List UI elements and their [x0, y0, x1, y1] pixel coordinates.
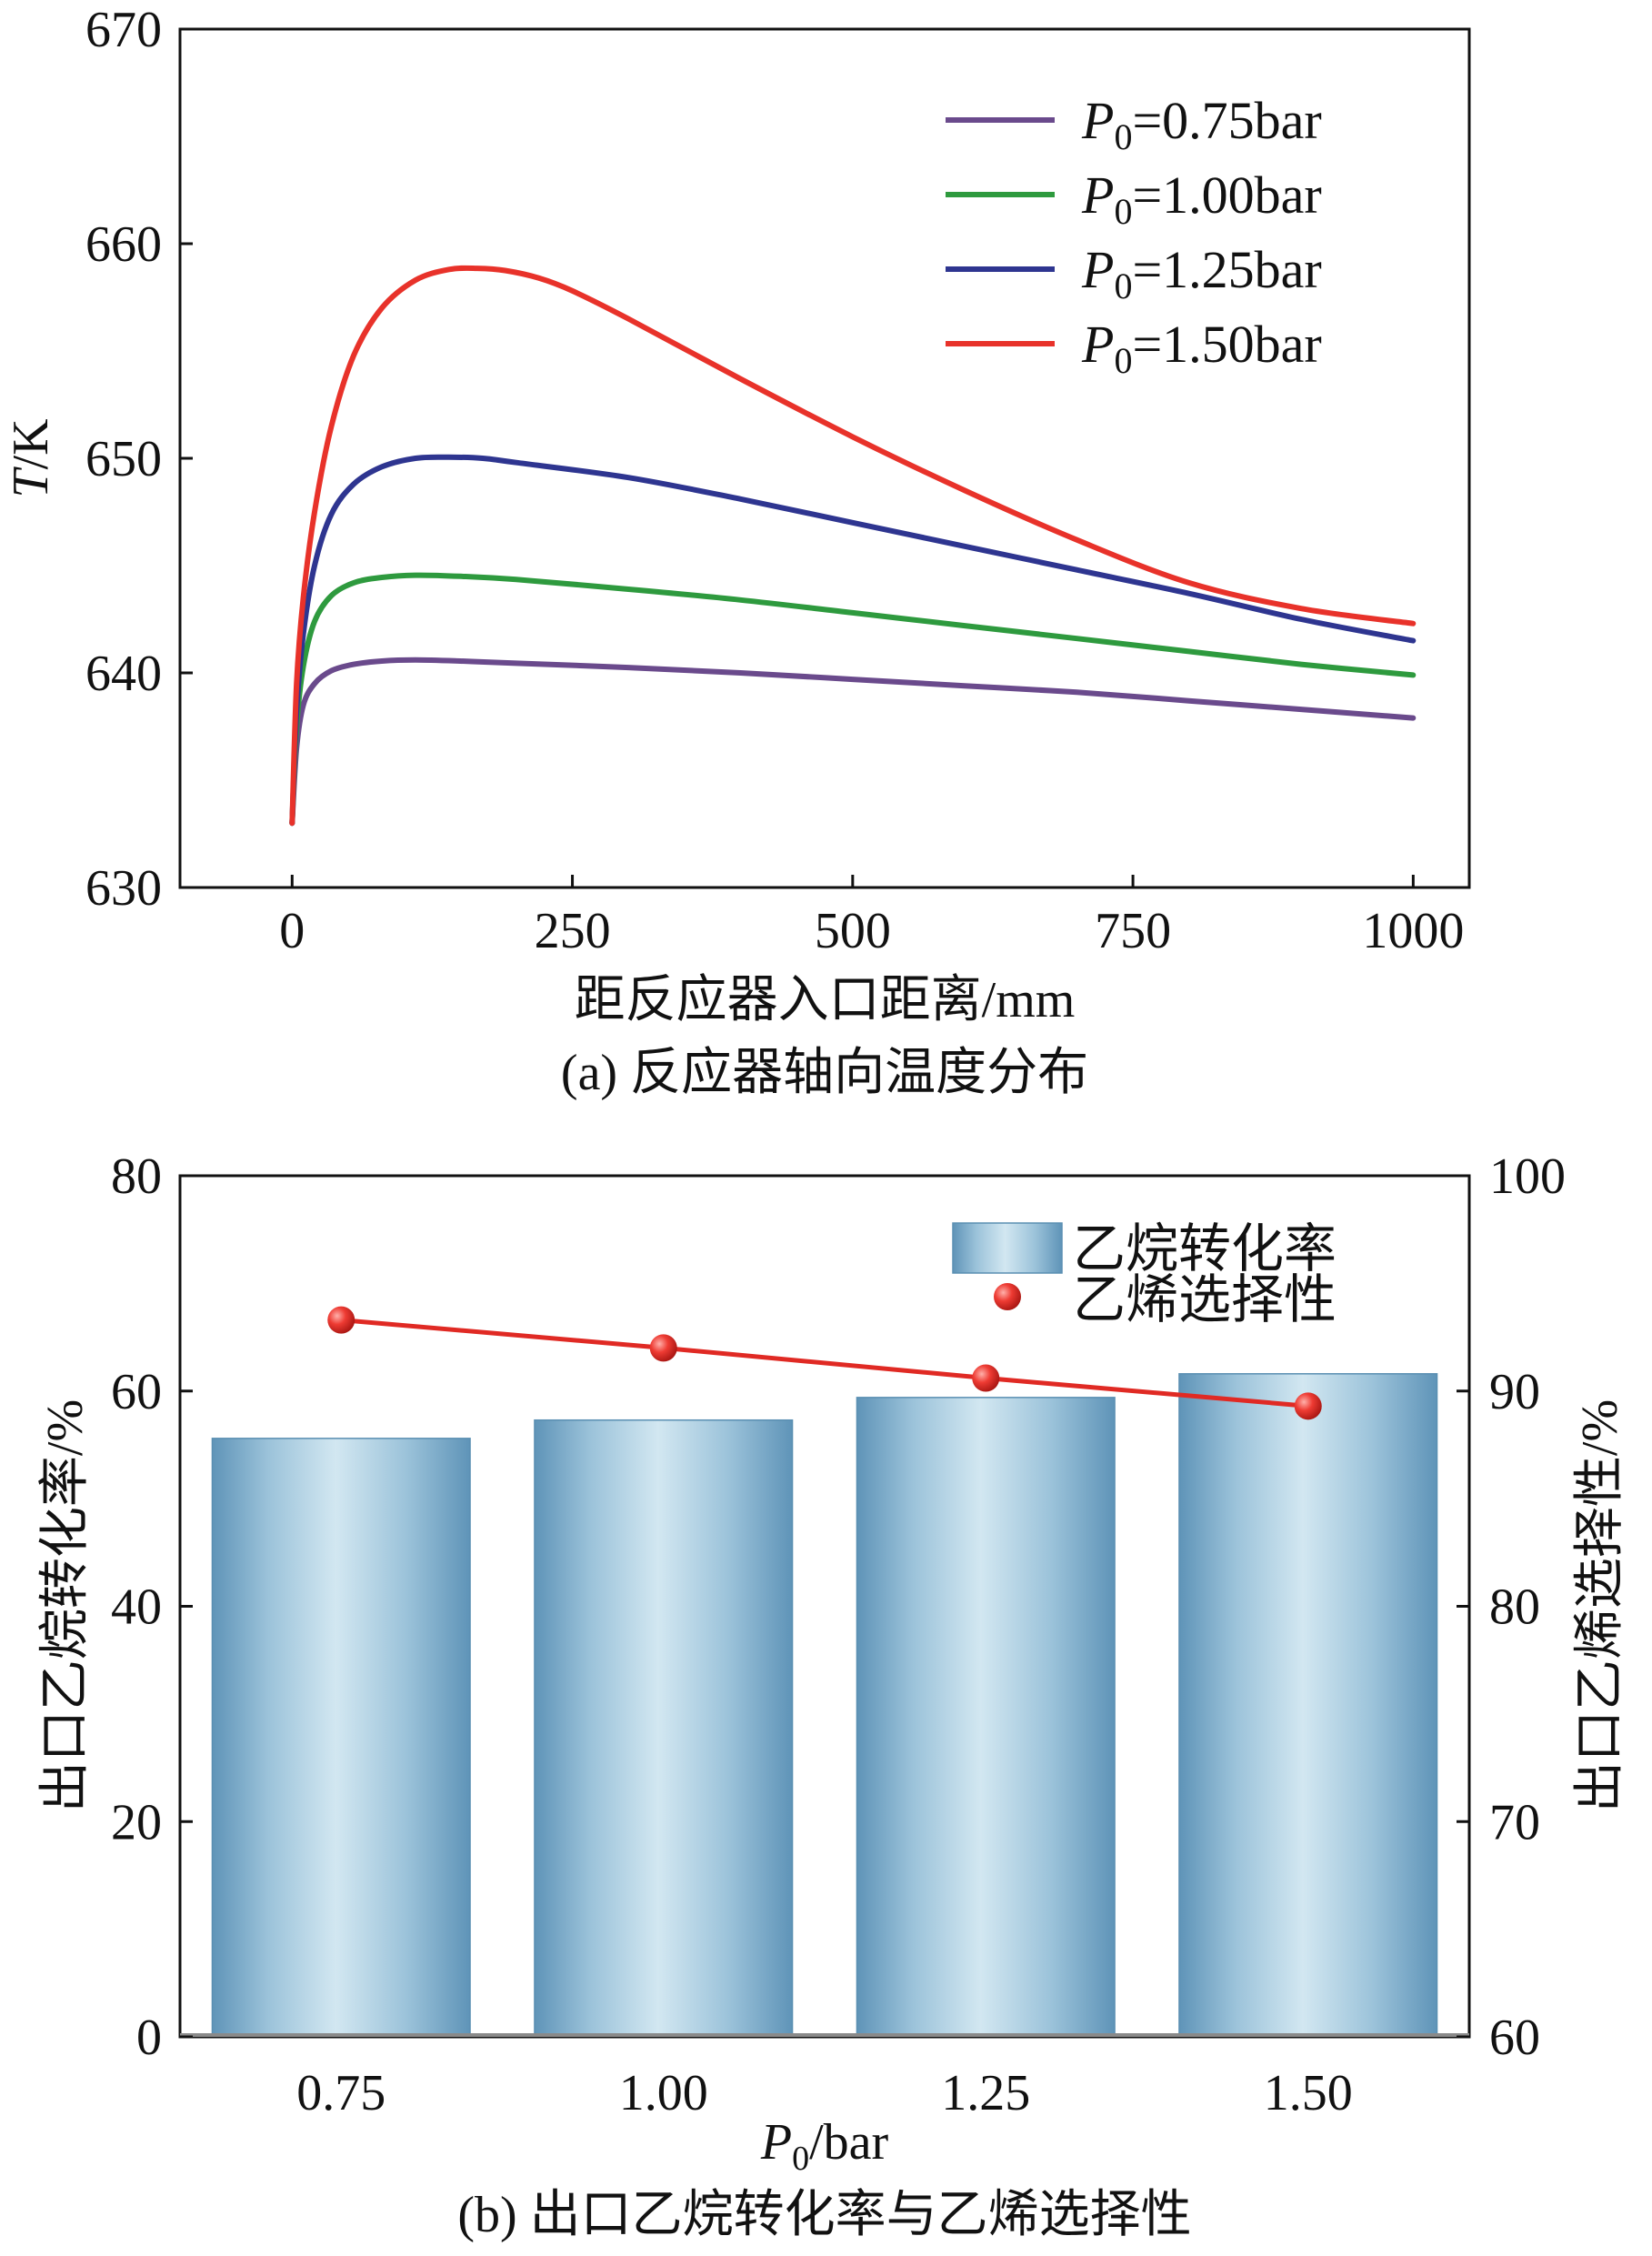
legend-value: =1.50bar: [1132, 315, 1321, 374]
y-tick-label-right-b: 80: [1489, 1579, 1540, 1636]
legend-symbol: P: [1081, 240, 1114, 299]
y-axis-title-right-b: 出口乙烯选择性/%: [1572, 1399, 1628, 1812]
legend-swatch-conversion: [952, 1222, 1063, 1274]
y-tick-label-a: 670: [85, 2, 162, 58]
legend-label-a: P0=1.25bar: [1081, 240, 1322, 306]
temperature-chart: 0 250 500 750 1000 630 640 650 660 670 T/K 距反应器入口…: [3, 2, 1471, 1101]
y-tick-label-right-b: 90: [1489, 1364, 1540, 1420]
y-tick-label-right-b: 70: [1489, 1794, 1540, 1850]
conversion-bar: [211, 1438, 471, 2038]
x-tick-label-a: 250: [535, 903, 611, 959]
legend-symbol: P: [1081, 91, 1114, 150]
caption-b: (b) 出口乙烷转化率与乙烯选择性: [457, 2187, 1191, 2243]
legend-value: =1.00bar: [1132, 165, 1321, 225]
legend-label-a: P0=1.00bar: [1081, 165, 1322, 232]
x-axis-title-a: 距反应器入口距离/mm: [575, 972, 1076, 1028]
tick-labels-b: 0 20 40 60 80 60 70 80 90 100 0.75 1.00 1.25 1.50: [111, 1148, 1566, 2121]
y-tick-label-left-b: 40: [111, 1579, 162, 1636]
legend-label-selectivity: 乙烯选择性: [1073, 1270, 1337, 1329]
selectivity-series: [327, 1306, 1322, 1420]
x-axis-title-b: P0/bar: [760, 2114, 889, 2178]
tick-marks-b: [180, 1174, 1469, 2039]
conversion-bar: [1178, 1373, 1438, 2038]
x-tick-label-b: 1.50: [1264, 2065, 1353, 2121]
legend-subscript: 0: [1114, 191, 1132, 232]
y-tick-label-a: 660: [85, 216, 162, 273]
legend-subscript: 0: [1114, 116, 1132, 157]
y-tick-label-left-b: 20: [111, 1794, 162, 1850]
series-line-a-1: [289, 572, 1417, 827]
selectivity-marker: [327, 1306, 355, 1334]
y-tick-label-left-b: 80: [111, 1148, 162, 1205]
y-tick-label-a: 650: [85, 431, 162, 487]
y-tick-label-a: 630: [85, 860, 162, 917]
y-tick-label-right-b: 100: [1489, 1148, 1566, 1205]
legend-swatch-selectivity: [994, 1283, 1021, 1310]
x-tick-label-a: 0: [279, 903, 305, 959]
plot-frame-a: [178, 27, 1471, 889]
legend-value: =0.75bar: [1132, 91, 1321, 150]
x-tick-label-a: 500: [815, 903, 891, 959]
x-tick-label-b: 0.75: [296, 2065, 385, 2121]
y-tick-label-left-b: 0: [136, 2010, 162, 2066]
series-line-a-2: [289, 454, 1417, 827]
tick-marks-a: [180, 27, 1415, 889]
selectivity-marker: [972, 1364, 1000, 1392]
legend-label-a: P0=0.75bar: [1081, 91, 1322, 157]
selectivity-line: [341, 1318, 1308, 1409]
legend-subscript: 0: [1114, 266, 1132, 306]
legend-label-a: P0=1.50bar: [1081, 315, 1322, 381]
conversion-selectivity-chart: 0 20 40 60 80 60 70 80 90 100 0.75 1.00 1.25 1.50 出口乙…: [37, 1148, 1628, 2243]
tick-labels-a: 0 250 500 750 1000 630 640 650 660 670: [85, 2, 1464, 959]
y-tick-label-left-b: 60: [111, 1364, 162, 1420]
conversion-bar: [856, 1397, 1116, 2038]
x-tick-label-b: 1.25: [941, 2065, 1030, 2121]
conversion-bar: [534, 1419, 794, 2038]
series-line-a-0: [289, 657, 1417, 827]
selectivity-marker: [1294, 1392, 1322, 1420]
legend-symbol: P: [1081, 315, 1114, 374]
selectivity-marker: [649, 1334, 677, 1362]
caption-a: (a) 反应器轴向温度分布: [561, 1045, 1088, 1101]
y-axis-title-left-b: 出口乙烷转化率/%: [37, 1399, 94, 1812]
x-tick-label-b: 1.00: [619, 2065, 708, 2121]
series-lines-a: [289, 265, 1417, 827]
legend-symbol: P: [1081, 165, 1114, 225]
y-axis-title-a: T/K: [3, 418, 59, 497]
x-tick-label-a: 1000: [1362, 903, 1464, 959]
legend-subscript: 0: [1114, 340, 1132, 381]
legend-value: =1.25bar: [1132, 240, 1321, 299]
x-tick-label-a: 750: [1095, 903, 1171, 959]
y-tick-label-right-b: 60: [1489, 2010, 1540, 2066]
series-line-a-3: [289, 265, 1417, 827]
y-tick-label-a: 640: [85, 646, 162, 702]
bars-b: [211, 1373, 1438, 2038]
legend-label-conversion: 乙烷转化率: [1073, 1219, 1337, 1278]
